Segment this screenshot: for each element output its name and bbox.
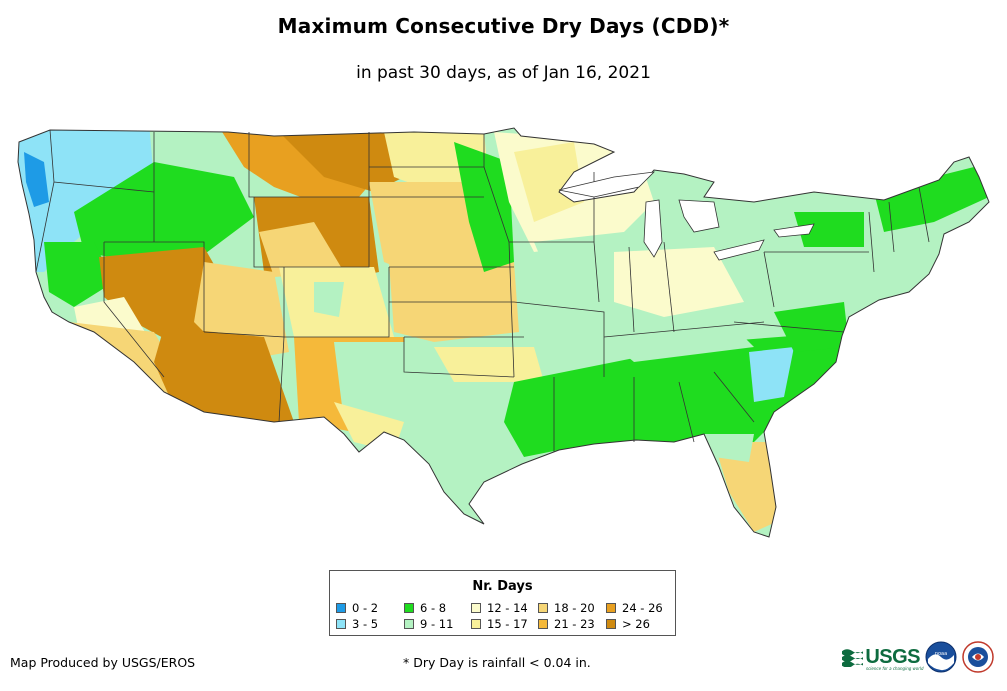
legend-item-3-5: 3 - 5 <box>336 617 378 631</box>
legend-item-18-20: 18 - 20 <box>538 601 595 615</box>
lake-huron <box>678 199 720 233</box>
map-title: Maximum Consecutive Dry Days (CDD)* <box>277 14 730 38</box>
carolina-wet <box>749 347 794 402</box>
usgs-tagline: science for a changing world <box>866 666 924 671</box>
legend-label: 18 - 20 <box>554 601 595 615</box>
legend-swatch <box>336 619 346 629</box>
map-subtitle: in past 30 days, as of Jan 16, 2021 <box>356 63 651 83</box>
nws-logo-icon <box>962 641 994 673</box>
dry-day-footnote: * Dry Day is rainfall < 0.04 in. <box>403 655 591 670</box>
ny-green <box>794 212 864 247</box>
svg-text:noaa: noaa <box>935 651 947 657</box>
or-green-zone <box>44 242 114 307</box>
legend-swatch <box>606 603 616 613</box>
legend-title: Nr. Days <box>472 579 533 594</box>
legend-label: 15 - 17 <box>487 617 528 631</box>
lake-superior <box>558 171 656 198</box>
legend-label: 24 - 26 <box>622 601 663 615</box>
state-borders <box>35 129 930 452</box>
legend-swatch <box>336 603 346 613</box>
us-cdd-map <box>17 127 990 538</box>
mn-yellow <box>514 142 584 222</box>
legend-label: 6 - 8 <box>420 601 447 615</box>
legend-swatch <box>404 603 414 613</box>
tx-oklahoma-pale <box>434 347 544 382</box>
legend-box: Nr. Days 0 - 2 3 - 5 6 - 8 9 - 11 12 - 1… <box>329 570 676 636</box>
usgs-wave-icon <box>842 649 864 667</box>
legend-item-24-26: 24 - 26 <box>606 601 663 615</box>
legend-swatch <box>471 603 481 613</box>
lake-michigan <box>643 199 663 258</box>
sd-ne-zone <box>369 182 489 282</box>
legend-item-9-11: 9 - 11 <box>404 617 453 631</box>
florida-zone <box>714 442 776 532</box>
usgs-logo-icon: USGS science for a changing world <box>842 644 924 671</box>
legend-swatch <box>606 619 616 629</box>
usgs-logo-text: USGS <box>865 645 920 668</box>
florida-north <box>704 434 754 462</box>
nw-wet-zone <box>18 128 154 272</box>
northeast-green <box>874 167 989 232</box>
tn-zone <box>604 327 754 362</box>
legend-item-12-14: 12 - 14 <box>471 601 528 615</box>
us-outline <box>17 127 990 538</box>
lake-ontario <box>773 223 815 238</box>
legend-label: 21 - 23 <box>554 617 595 631</box>
wyoming-light <box>259 222 344 277</box>
lake-erie <box>713 239 765 261</box>
legend-swatch <box>538 619 548 629</box>
colorado-green-patch <box>314 282 344 317</box>
legend-item-0-2: 0 - 2 <box>336 601 378 615</box>
legend-item-15-17: 15 - 17 <box>471 617 528 631</box>
idaho-green-zone <box>74 162 254 262</box>
va-green <box>774 302 849 352</box>
dakota-green-zone <box>454 142 514 272</box>
legend-swatch <box>471 619 481 629</box>
legend-label: > 26 <box>622 617 650 631</box>
montana-north-dry <box>274 128 414 192</box>
legend-item-6-8: 6 - 8 <box>404 601 446 615</box>
legend-label: 9 - 11 <box>420 617 454 631</box>
noaa-logo-icon: noaa <box>925 641 957 673</box>
legend-label: 12 - 14 <box>487 601 528 615</box>
great-lakes <box>558 171 815 261</box>
legend-swatch <box>404 619 414 629</box>
legend-swatch <box>538 603 548 613</box>
wa-coast-very-wet <box>24 152 49 207</box>
ohio-pale <box>614 247 744 317</box>
legend-item-gt-26: > 26 <box>606 617 650 631</box>
legend-label: 3 - 5 <box>352 617 379 631</box>
map-credit: Map Produced by USGS/EROS <box>10 655 196 670</box>
legend-label: 0 - 2 <box>352 601 379 615</box>
legend-item-21-23: 21 - 23 <box>538 617 595 631</box>
